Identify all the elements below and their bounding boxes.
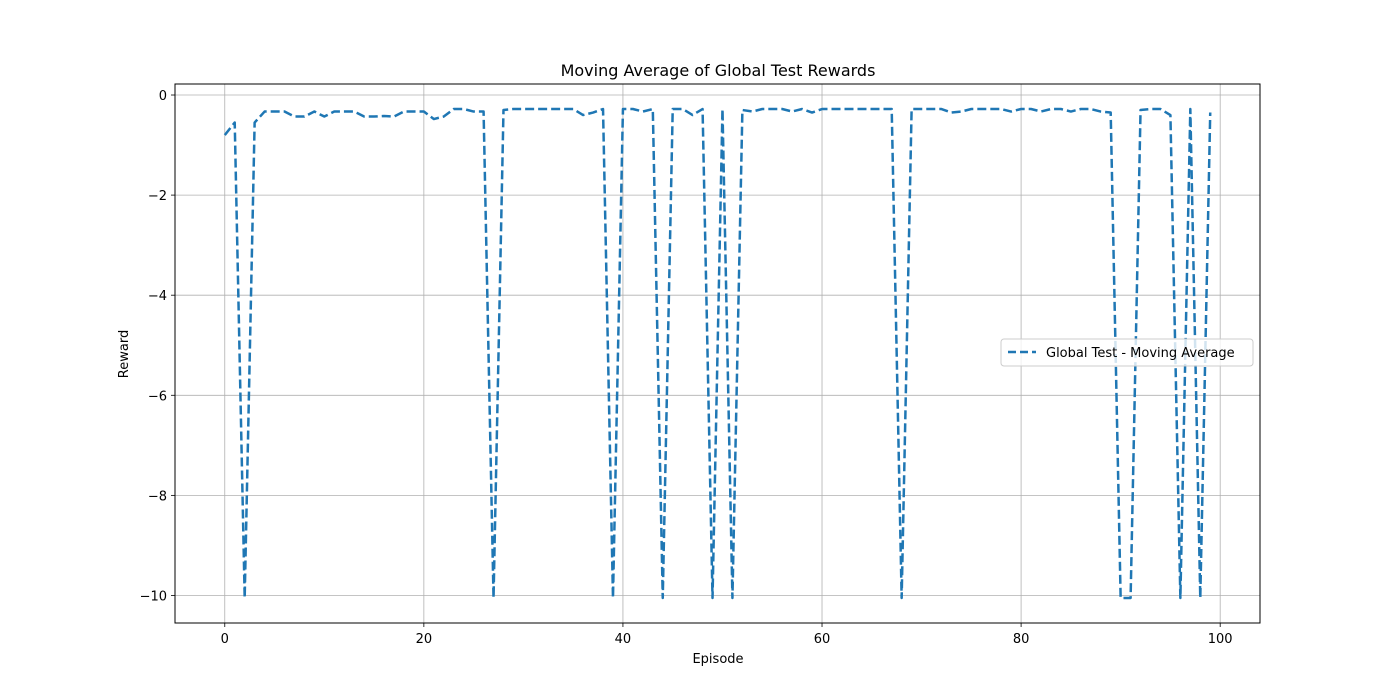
y-tick-label: −6	[148, 389, 167, 404]
x-tick-label: 20	[416, 632, 433, 647]
x-axis-label: Episode	[692, 652, 743, 667]
series-line	[223, 107, 1212, 600]
y-tick-label: 0	[159, 89, 167, 104]
x-tick-label: 60	[814, 632, 831, 647]
y-tick-label: −10	[140, 589, 167, 604]
chart-title: Moving Average of Global Test Rewards	[561, 61, 876, 80]
x-tick-label: 100	[1208, 632, 1233, 647]
grid-lines	[175, 84, 1260, 623]
y-tick-label: −8	[148, 489, 167, 504]
x-tick-label: 40	[615, 632, 632, 647]
legend: Global Test - Moving Average	[1000, 338, 1254, 367]
legend-box	[1000, 338, 1254, 367]
x-tick-label: 80	[1013, 632, 1030, 647]
plot-area-frame	[174, 83, 1261, 624]
y-axis-label: Reward	[117, 330, 132, 378]
legend-entry-label: Global Test - Moving Average	[1046, 346, 1235, 361]
y-tick-label: −2	[148, 189, 167, 204]
axis-ticks: 0 20 40 60 80 100 0 −2 −4 −6 −8 −10	[140, 89, 1233, 647]
x-tick-label: 0	[221, 632, 229, 647]
y-tick-label: −4	[148, 289, 167, 304]
series-layer	[223, 107, 1212, 600]
